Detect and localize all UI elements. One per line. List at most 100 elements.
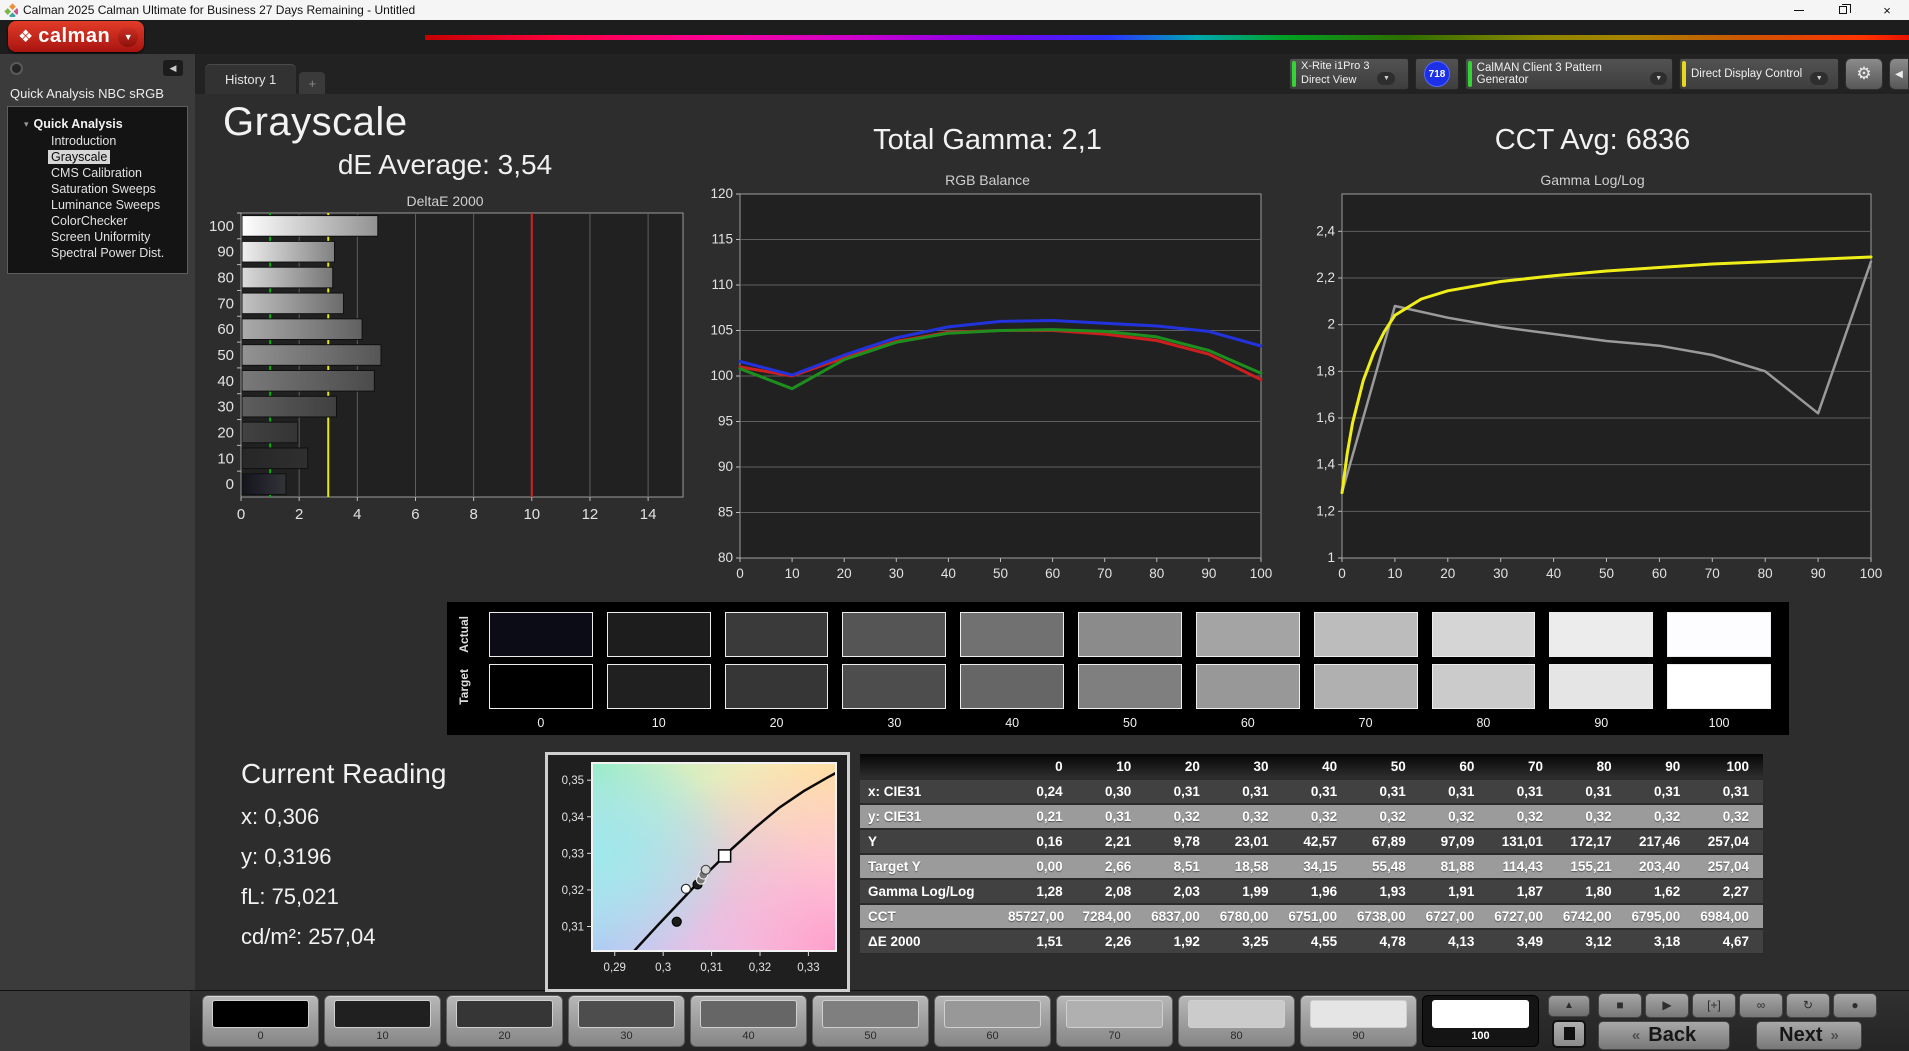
gamma-loglog-line-chart: 1 1,2 1,4 1,6 1,8 2 2,2 2,4 0 10 20 30 40 50 60 70 80 90 1…	[1316, 193, 1883, 581]
pattern-label: 100	[1471, 1030, 1490, 1042]
pattern-swatch	[212, 1000, 309, 1028]
table-header-cell: 100	[1694, 754, 1763, 780]
cie-xy-scatter-chart: 0,31 0,32 0,33 0,34 0,35 0,29 0,3 0,31 0,32 0,33	[562, 762, 837, 974]
rgb-balance-line-chart: 80 85 90 95 100 105 110 115 120 0 10 20 30 40 50 60 70 80…	[710, 186, 1272, 581]
main-menu-dropdown[interactable]: ▼	[118, 26, 139, 47]
page-title: Grayscale	[223, 100, 408, 144]
pattern-button-50[interactable]: 50	[812, 995, 929, 1047]
target-swatch-60	[1195, 664, 1300, 709]
strip-level-label: 0	[537, 716, 545, 730]
pattern-label: 50	[864, 1030, 877, 1042]
svg-text:50: 50	[1599, 566, 1614, 581]
panel-collapse-button[interactable]: ◀	[1889, 58, 1909, 90]
add-tab-button[interactable]: +	[299, 72, 326, 94]
svg-text:8: 8	[469, 506, 477, 523]
meter-dropdown[interactable]: X-Rite i1Pro 3 Direct View ▼	[1289, 58, 1409, 90]
calman-logo-button[interactable]: ❖ calman ▼	[8, 21, 145, 52]
pattern-swatch	[456, 1000, 553, 1028]
grayscale-data-table-wrap: 0 10 20 30 40 50 60 70 80 90 100 x: CIE31 0,24 0,30 0,…	[860, 754, 1763, 990]
svg-text:0,35: 0,35	[562, 775, 584, 787]
pattern-button-90[interactable]: 90	[1300, 995, 1417, 1047]
svg-text:0,34: 0,34	[562, 812, 585, 824]
pattern-button-70[interactable]: 70	[1056, 995, 1173, 1047]
pattern-button-60[interactable]: 60	[934, 995, 1051, 1047]
svg-text:10: 10	[217, 450, 234, 467]
app-header: ❖ calman ▼	[0, 20, 1909, 54]
back-button[interactable]: « Back	[1598, 1020, 1730, 1050]
current-reading-panel: Current Reading x: 0,306 y: 0,3196 fL: 7…	[195, 744, 545, 990]
svg-text:100: 100	[1860, 566, 1883, 581]
level-up-button[interactable]: ▲	[1548, 994, 1590, 1017]
stop-button[interactable]: ■	[1598, 992, 1642, 1018]
tab-history-1[interactable]: History 1	[205, 64, 297, 94]
sidebar-item-cms-calibration[interactable]: CMS Calibration	[51, 166, 143, 180]
sidebar-item-spectral-power-dist-[interactable]: Spectral Power Dist.	[51, 246, 165, 260]
continuous-button[interactable]: ∞	[1739, 992, 1783, 1018]
svg-text:95: 95	[718, 414, 733, 429]
reading-fl: fL: 75,021	[241, 884, 339, 909]
pattern-swatch	[1310, 1000, 1407, 1028]
pattern-button-0[interactable]: 0	[202, 995, 319, 1047]
top-toolbar: History 1 + X-Rite i1Pro 3 Direct View ▼…	[195, 54, 1909, 94]
pattern-button-30[interactable]: 30	[568, 995, 685, 1047]
deltae-2000-bar-chart: 0 2 4 6 8 10 12 14 0 10 20 30 40 50 60 70 80 90 100	[209, 212, 684, 523]
svg-text:0: 0	[1338, 566, 1346, 581]
pattern-button-20[interactable]: 20	[446, 995, 563, 1047]
next-button[interactable]: Next »	[1756, 1020, 1862, 1050]
pattern-size-button[interactable]: [+]	[1692, 992, 1736, 1018]
pattern-button-10[interactable]: 10	[324, 995, 441, 1047]
pattern-generator-dropdown[interactable]: CalMAN Client 3 Pattern Generator ▼	[1465, 58, 1673, 90]
svg-text:20: 20	[837, 566, 852, 581]
svg-text:4: 4	[353, 506, 361, 523]
workflow-pin-icon[interactable]	[10, 61, 23, 75]
sidebar-collapse-button[interactable]: ◀	[163, 60, 183, 76]
sidebar-item-introduction[interactable]: Introduction	[51, 134, 117, 148]
display-control-dropdown[interactable]: Direct Display Control ▼	[1679, 58, 1839, 90]
table-header-cell	[860, 754, 1008, 780]
pattern-button-40[interactable]: 40	[690, 995, 807, 1047]
svg-text:0,33: 0,33	[797, 962, 819, 974]
refresh-button[interactable]: ↻	[1786, 992, 1830, 1018]
actual-swatch-60	[1195, 612, 1300, 657]
minimize-button[interactable]	[1777, 0, 1821, 20]
gear-icon: ⚙	[1856, 64, 1872, 83]
restore-button[interactable]	[1821, 0, 1865, 20]
grayscale-data-table: 0 10 20 30 40 50 60 70 80 90 100 x: CIE31 0,24 0,30 0,…	[860, 754, 1763, 955]
sidebar-item-colorchecker[interactable]: ColorChecker	[51, 214, 128, 228]
svg-text:2: 2	[295, 506, 303, 523]
rgb-balance-chart-title: RGB Balance	[945, 172, 1030, 188]
pattern-window-button[interactable]	[1552, 1019, 1586, 1048]
svg-text:1,2: 1,2	[1316, 503, 1335, 518]
target-swatch-80	[1431, 664, 1536, 709]
play-button[interactable]: ▶	[1645, 992, 1689, 1018]
meter-mode-button[interactable]: 718	[1415, 58, 1459, 90]
svg-text:2: 2	[1327, 317, 1335, 332]
actual-swatch-80	[1431, 612, 1536, 657]
strip-level-label: 10	[651, 716, 666, 730]
actual-swatch-50	[1078, 612, 1182, 657]
bottombar-sidebar-spacer	[0, 991, 190, 1051]
sidebar-item-screen-uniformity[interactable]: Screen Uniformity	[51, 230, 151, 244]
meter-count-badge: 718	[1424, 61, 1450, 87]
tree-expander-icon: ▾	[24, 118, 29, 129]
table-header-cell: 10	[1076, 754, 1146, 780]
settings-button[interactable]: ⚙	[1845, 58, 1883, 90]
sidebar-item-grayscale[interactable]: Grayscale	[8, 149, 187, 165]
sidebar-item-luminance-sweeps[interactable]: Luminance Sweeps	[51, 198, 161, 212]
sidebar-item-saturation-sweeps[interactable]: Saturation Sweeps	[51, 182, 156, 196]
svg-text:60: 60	[1045, 566, 1060, 581]
pattern-button-80[interactable]: 80	[1178, 995, 1295, 1047]
svg-text:50: 50	[217, 347, 234, 364]
actual-swatch-0	[489, 612, 593, 657]
pattern-button-100[interactable]: 100	[1422, 995, 1539, 1047]
tree-root-quick-analysis[interactable]: ▾ Quick Analysis	[24, 117, 123, 131]
gamma-chart-title: Gamma Log/Log	[1540, 172, 1645, 188]
table-header-cell: 90	[1625, 754, 1695, 780]
close-icon: ×	[1883, 2, 1891, 18]
strip-level-label: 50	[1123, 716, 1137, 730]
record-button[interactable]: ●	[1833, 992, 1877, 1018]
close-button[interactable]: ×	[1865, 0, 1909, 20]
pattern-label: 30	[620, 1030, 633, 1042]
strip-level-label: 100	[1708, 716, 1730, 730]
workflow-tree: ▾ Quick Analysis Introduction Grayscale CM…	[7, 106, 188, 274]
